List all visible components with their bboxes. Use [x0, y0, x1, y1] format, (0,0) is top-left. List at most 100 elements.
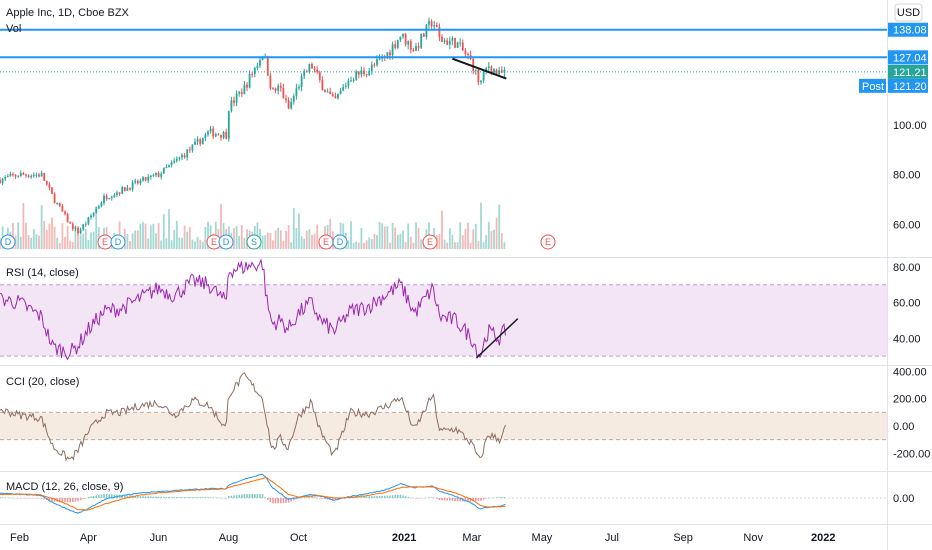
candle-body	[25, 174, 27, 176]
candle-body	[256, 65, 259, 68]
macd-histogram-bar	[488, 497, 490, 499]
macd-histogram-bar	[378, 495, 381, 498]
macd-histogram-bar	[446, 498, 448, 501]
candle-body	[108, 198, 111, 200]
earnings-marker[interactable]: S	[246, 234, 262, 250]
volume-bar	[368, 237, 371, 249]
candle-body	[490, 66, 493, 73]
volume-bar	[305, 230, 308, 249]
candle-body	[56, 202, 59, 204]
price-tag-value: 121.21	[893, 67, 927, 79]
rsi-band	[0, 284, 887, 357]
candle-body	[103, 195, 105, 204]
macd-histogram-bar	[493, 497, 495, 499]
macd-histogram-bar	[124, 495, 126, 498]
currency-button[interactable]	[894, 3, 923, 22]
cci-pane	[0, 372, 506, 462]
earnings-marker[interactable]: D	[0, 234, 16, 250]
time-axis-tick: Jul	[605, 532, 619, 544]
macd-histogram-bar	[482, 498, 485, 500]
candle-body	[459, 42, 462, 44]
candle-body	[430, 21, 433, 27]
macd-histogram-bar	[371, 496, 373, 498]
macd-histogram-bar	[269, 498, 272, 502]
macd-histogram-bar	[48, 498, 51, 501]
candle-body	[240, 92, 243, 95]
macd-histogram-bar	[358, 496, 360, 498]
volume-bar	[480, 202, 482, 249]
candle-body	[243, 84, 246, 95]
volume-bar	[246, 229, 248, 249]
volume-bar	[170, 240, 173, 249]
macd-histogram-bar	[334, 498, 337, 500]
earnings-marker[interactable]: E	[206, 234, 222, 250]
price-axes: 60.00 80.00 100.00 80.00 60.00 40.00 400.00 200…	[893, 120, 930, 505]
macd-histogram-bar	[95, 495, 97, 498]
earnings-marker[interactable]: D	[218, 234, 234, 250]
candle-body	[131, 182, 134, 190]
macd-histogram-bar	[360, 496, 363, 498]
volume-bar	[56, 237, 59, 249]
candle-body	[357, 71, 360, 75]
candle-body	[321, 79, 324, 91]
macd-histogram-bar	[202, 497, 204, 498]
macd-histogram-bar	[472, 498, 474, 502]
volume-bar	[144, 223, 147, 249]
candle-body	[378, 58, 381, 60]
macd-histogram-bar	[501, 497, 503, 498]
volume-bar	[14, 235, 17, 249]
macd-histogram-bar	[477, 498, 480, 502]
macd-histogram-bar	[285, 498, 287, 503]
macd-histogram-bar	[121, 494, 123, 498]
volume-bar	[199, 239, 202, 249]
candle-body	[386, 52, 389, 58]
candle-body	[300, 76, 303, 87]
price-tag-value: 121.20	[893, 81, 927, 93]
macd-histogram-bar	[12, 497, 14, 499]
earnings-marker[interactable]: E	[318, 234, 334, 250]
macd-histogram-bar	[212, 497, 214, 498]
candle-body	[246, 84, 248, 88]
earnings-marker[interactable]: D	[332, 234, 348, 250]
volume-bar	[456, 242, 459, 249]
earnings-marker-letter: S	[251, 237, 257, 247]
candle-body	[118, 192, 121, 194]
volume-bar	[201, 242, 204, 249]
volume-bar	[204, 226, 207, 249]
candle-body	[472, 58, 475, 72]
time-axis-tick: 2022	[811, 532, 835, 544]
macd-histogram-bar	[222, 497, 225, 499]
volume-bar	[45, 229, 48, 249]
candle-body	[35, 174, 38, 176]
macd-histogram-bar	[113, 494, 116, 498]
volume-bar	[51, 217, 53, 249]
macd-histogram-bar	[38, 498, 40, 499]
candle-body	[84, 223, 87, 225]
earnings-marker-circle	[332, 234, 348, 250]
price-trend-segment	[452, 57, 507, 80]
macd-histogram-bar	[449, 498, 451, 501]
macd-histogram-bar	[92, 495, 95, 498]
volume-bar	[82, 233, 85, 249]
earnings-marker[interactable]: E	[540, 234, 556, 250]
earnings-marker[interactable]: E	[97, 234, 113, 250]
candle-body	[477, 69, 480, 83]
macd-histogram-bar	[459, 498, 461, 502]
candle-body	[43, 173, 46, 181]
price-axis-tick: 100.00	[893, 120, 927, 132]
earnings-marker[interactable]: E	[422, 234, 438, 250]
macd-histogram-bar	[261, 494, 264, 498]
cci-axis-tick: -200.00	[893, 448, 930, 460]
earnings-marker[interactable]: D	[110, 234, 126, 250]
rsi-axis-tick: 60.00	[893, 298, 921, 310]
candle-body	[290, 101, 293, 109]
candle-body	[274, 88, 277, 91]
candle-body	[30, 175, 33, 177]
volume-bar	[64, 237, 66, 249]
macd-histogram-bar	[56, 498, 58, 502]
candle-body	[178, 157, 181, 159]
candle-body	[448, 40, 451, 45]
volume-bar	[420, 239, 423, 249]
